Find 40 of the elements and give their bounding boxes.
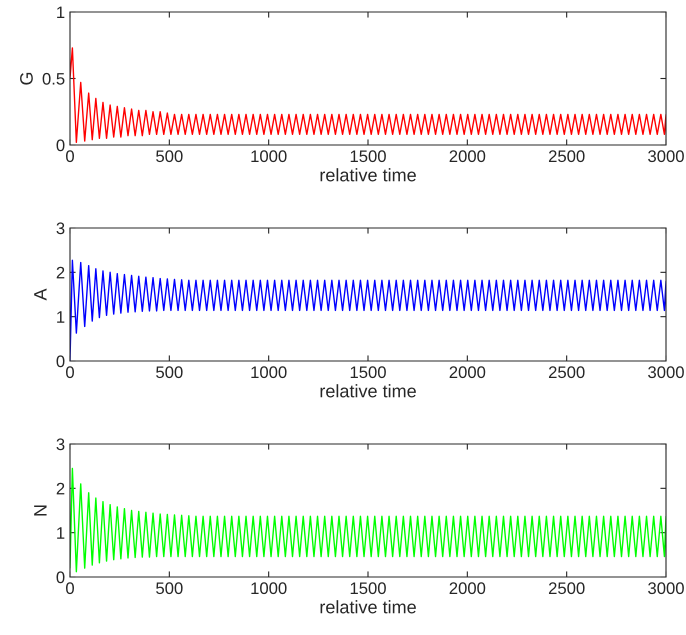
y-tick-label: 0 — [56, 571, 64, 584]
x-tick-label: 1000 — [251, 150, 287, 162]
x-tick-label: 2000 — [450, 366, 486, 378]
x-tick-label: 1500 — [350, 150, 386, 162]
x-tick-label: 1000 — [251, 582, 287, 594]
x-tick-label: 500 — [156, 366, 183, 378]
x-tick-label: 500 — [156, 582, 183, 594]
x-tick-label: 2500 — [548, 150, 585, 162]
y-axis-title: G — [20, 72, 33, 85]
y-axis-title: N — [34, 505, 47, 516]
x-tick-label: 0 — [66, 582, 74, 594]
x-tick-label: 500 — [156, 150, 183, 162]
y-tick-label: 1 — [57, 311, 64, 323]
x-axis-title: relative time — [320, 600, 416, 614]
line-series — [70, 47, 666, 144]
y-axis-title: A — [34, 288, 47, 300]
x-tick-label: 1500 — [350, 582, 386, 594]
x-tick-label: 0 — [66, 150, 74, 162]
x-tick-label: 2000 — [450, 150, 486, 162]
x-tick-label: 3000 — [648, 150, 684, 162]
y-tick-label: 2 — [56, 482, 64, 494]
y-tick-label: 2 — [56, 266, 64, 278]
x-tick-label: 2500 — [548, 582, 585, 594]
y-tick-label: 0 — [56, 355, 64, 368]
y-tick-label: 0 — [56, 139, 64, 152]
y-tick-label: 3 — [56, 222, 64, 234]
x-axis-title: relative time — [320, 168, 416, 182]
y-tick-label: 0.5 — [42, 72, 64, 85]
line-series — [70, 468, 666, 572]
x-tick-label: 1000 — [251, 366, 287, 378]
x-tick-label: 3000 — [648, 366, 684, 378]
y-tick-label: 3 — [56, 438, 64, 450]
y-tick-label: 1 — [57, 527, 64, 539]
x-tick-label: 3000 — [648, 582, 684, 594]
x-tick-label: 2000 — [450, 582, 486, 594]
x-tick-label: 2500 — [548, 366, 585, 378]
y-tick-label: 1 — [57, 6, 64, 18]
x-tick-label: 1500 — [350, 366, 386, 378]
x-tick-label: 0 — [66, 366, 74, 378]
x-axis-title: relative time — [320, 384, 416, 398]
